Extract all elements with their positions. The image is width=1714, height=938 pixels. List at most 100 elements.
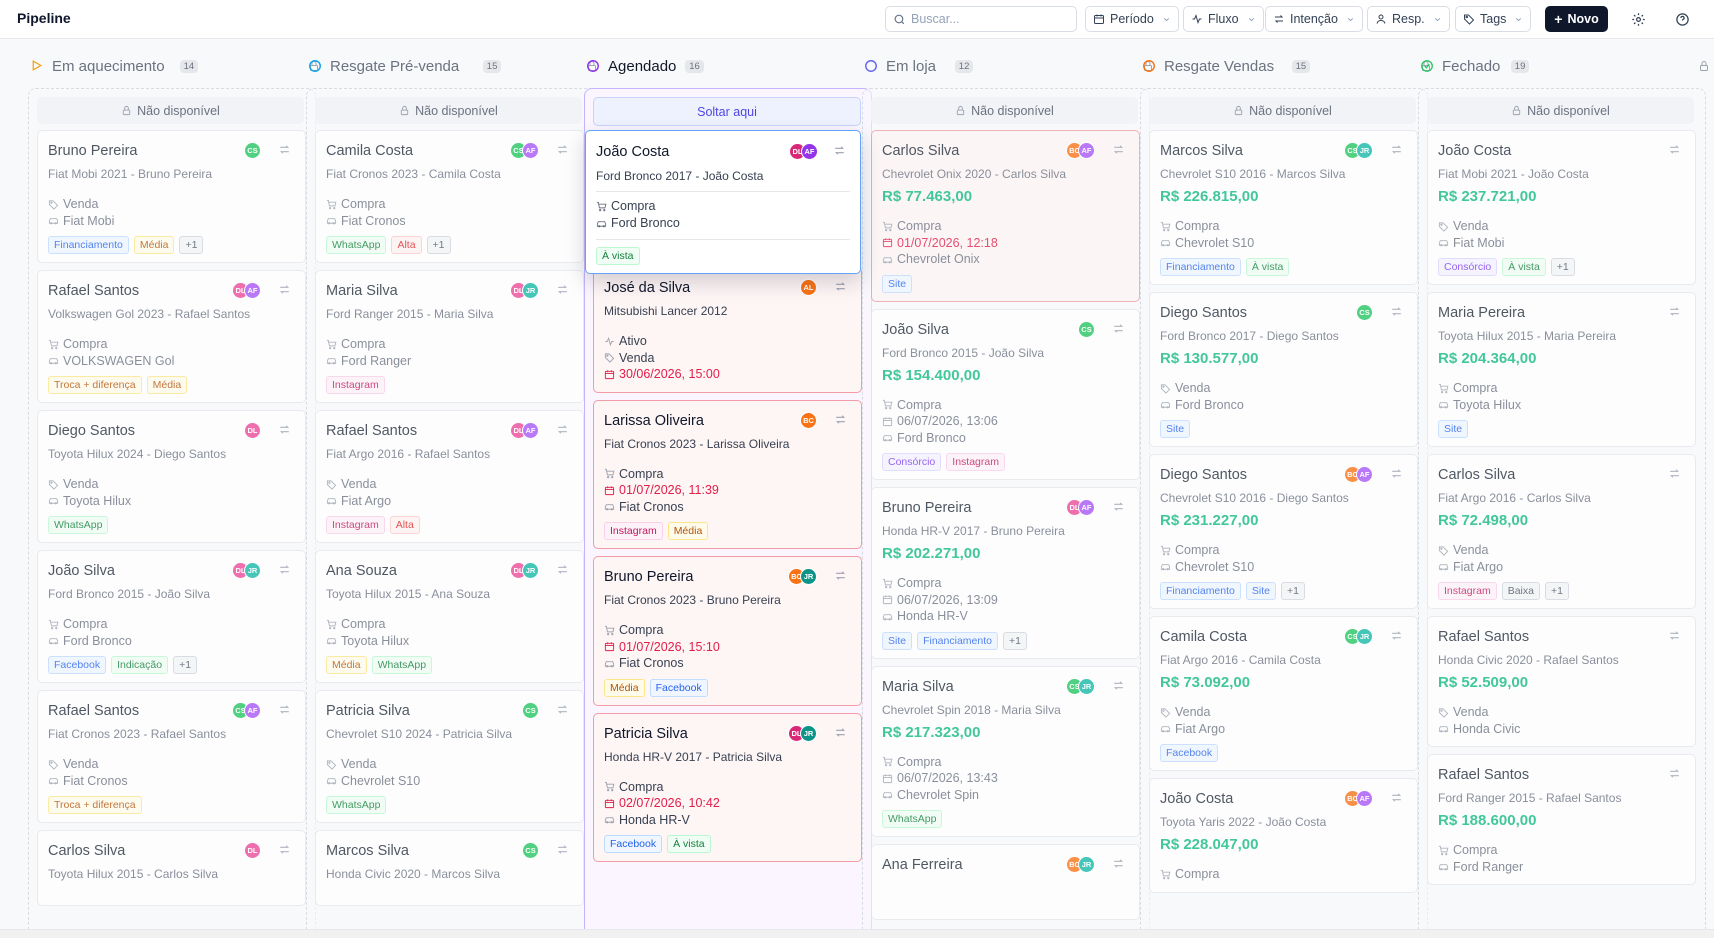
- swap-icon: [279, 425, 290, 434]
- horizontal-scrollbar[interactable]: [0, 929, 1714, 938]
- lead-card[interactable]: Patricia Silva Chevrolet S10 2024 - Patri…: [315, 690, 584, 823]
- lead-card[interactable]: Ana Ferreira BC JR: [871, 844, 1140, 920]
- lead-card[interactable]: Diego Santos Ford Bronco 2017 - Diego San…: [1149, 292, 1418, 447]
- move-card-button[interactable]: [1112, 322, 1125, 340]
- move-card-button[interactable]: [556, 283, 569, 301]
- filter-intencao-button[interactable]: Intenção: [1265, 6, 1363, 32]
- move-card-button[interactable]: [1112, 857, 1125, 875]
- move-card-button[interactable]: [1390, 143, 1403, 161]
- move-card-button[interactable]: [556, 423, 569, 441]
- move-card-button[interactable]: [1668, 143, 1681, 161]
- drop-zone[interactable]: Soltar aqui: [593, 97, 861, 126]
- card-detail-tag: Venda: [326, 477, 376, 491]
- new-button[interactable]: + Novo: [1545, 6, 1608, 32]
- lead-card[interactable]: Maria Pereira Toyota Hilux 2015 - Maria P…: [1427, 292, 1696, 447]
- filter-tags-button[interactable]: Tags: [1455, 6, 1532, 32]
- lead-card[interactable]: Diego Santos Toyota Hilux 2024 - Diego Sa…: [37, 410, 306, 543]
- move-card-button[interactable]: [556, 143, 569, 161]
- lead-card[interactable]: Rafael Santos Ford Ranger 2015 - Rafael S…: [1427, 754, 1696, 885]
- tag-icon: [48, 199, 59, 210]
- move-card-button[interactable]: [556, 843, 569, 861]
- move-card-button[interactable]: [1390, 305, 1403, 323]
- card-vehicle: Fiat Argo 2016 - Rafael Santos: [326, 447, 491, 461]
- check-circle-icon: [1421, 60, 1433, 72]
- lead-card[interactable]: Patricia Silva Honda HR-V 2017 - Patricia…: [593, 712, 862, 862]
- move-card-button[interactable]: [833, 144, 846, 162]
- column-lock-button[interactable]: [1698, 59, 1710, 77]
- move-card-button[interactable]: [556, 563, 569, 581]
- move-card-button[interactable]: [278, 703, 291, 721]
- move-card-button[interactable]: [1668, 629, 1681, 647]
- lead-card[interactable]: Rafael Santos Fiat Argo 2016 - Rafael San…: [315, 410, 584, 543]
- cart-icon: [48, 339, 59, 349]
- tag-badge: Troca + diferença: [48, 376, 142, 394]
- lead-card[interactable]: Rafael Santos Honda Civic 2020 - Rafael S…: [1427, 616, 1696, 747]
- move-card-button[interactable]: [834, 413, 847, 431]
- lead-card[interactable]: Rafael Santos Volkswagen Gol 2023 - Rafae…: [37, 270, 306, 403]
- lead-card[interactable]: Maria Silva Chevrolet Spin 2018 - Maria S…: [871, 665, 1140, 837]
- lead-card[interactable]: Carlos Silva Toyota Hilux 2015 - Carlos S…: [37, 830, 306, 906]
- move-card-button[interactable]: [278, 143, 291, 161]
- move-card-button[interactable]: [278, 423, 291, 441]
- card-name: Maria Silva: [326, 283, 398, 299]
- car-icon: [326, 638, 337, 645]
- move-card-button[interactable]: [1390, 791, 1403, 809]
- move-card-button[interactable]: [1112, 500, 1125, 518]
- tag-badge: À vista: [1245, 258, 1290, 276]
- lead-card[interactable]: Bruno Pereira Fiat Cronos 2023 - Bruno Pe…: [593, 556, 862, 706]
- card-detail-text: Compra: [619, 623, 664, 637]
- move-card-button[interactable]: [1112, 143, 1125, 161]
- move-card-button[interactable]: [278, 283, 291, 301]
- card-detail-text: Chevrolet S10: [1175, 235, 1255, 250]
- swap-icon: [557, 425, 568, 434]
- lead-card[interactable]: Larissa Oliveira Fiat Cronos 2023 - Laris…: [593, 399, 862, 549]
- filter-resp-button[interactable]: Resp.: [1367, 6, 1450, 32]
- lead-card[interactable]: João Costa Toyota Yaris 2022 - João Costa…: [1149, 778, 1418, 893]
- move-card-button[interactable]: [1668, 467, 1681, 485]
- card-tags: Troca + diferença: [48, 796, 142, 814]
- assignee-avatars: DL JR: [232, 562, 261, 579]
- lead-card[interactable]: Bruno Pereira Honda HR-V 2017 - Bruno Per…: [871, 487, 1140, 659]
- lead-card[interactable]: Bruno Pereira Fiat Mobi 2021 - Bruno Pere…: [37, 130, 306, 263]
- move-card-button[interactable]: [278, 843, 291, 861]
- card-detail-text: Venda: [63, 757, 99, 771]
- lead-card[interactable]: Carlos Silva Chevrolet Onix 2020 - Carlos…: [871, 130, 1140, 302]
- move-card-button[interactable]: [1668, 305, 1681, 323]
- column-header: Resgate Pré-venda 15: [309, 55, 600, 77]
- filter-periodo-button[interactable]: Período: [1085, 6, 1179, 32]
- lead-card[interactable]: Ana Souza Toyota Hilux 2015 - Ana Souza DL…: [315, 550, 584, 683]
- divider: [596, 239, 850, 240]
- card-detail-text: Venda: [1175, 705, 1211, 719]
- move-card-button[interactable]: [1112, 679, 1125, 697]
- lead-card[interactable]: Carlos Silva Fiat Argo 2016 - Carlos Silv…: [1427, 454, 1696, 609]
- assignee-avatars: CS JR: [1344, 628, 1373, 645]
- lead-card[interactable]: João Silva Ford Bronco 2015 - João Silva D…: [37, 550, 306, 683]
- dragging-card[interactable]: João Costa Ford Bronco 2017 - João Costa D…: [585, 130, 861, 274]
- filter-fluxo-button[interactable]: Fluxo: [1183, 6, 1264, 32]
- card-detail-text: Chevrolet S10: [341, 773, 421, 788]
- lead-card[interactable]: Maria Silva Ford Ranger 2015 - Maria Silv…: [315, 270, 584, 403]
- lead-card[interactable]: Marcos Silva Chevrolet S10 2016 - Marcos …: [1149, 130, 1418, 285]
- tag-badge: Instagram: [604, 522, 663, 540]
- card-tags: Facebook: [1160, 744, 1219, 762]
- move-card-button[interactable]: [1668, 767, 1681, 785]
- lead-card[interactable]: Diego Santos Chevrolet S10 2016 - Diego S…: [1149, 454, 1418, 609]
- lead-card[interactable]: Rafael Santos Fiat Cronos 2023 - Rafael S…: [37, 690, 306, 823]
- swap-icon: [1669, 769, 1680, 778]
- help-button[interactable]: [1672, 9, 1692, 29]
- move-card-button[interactable]: [834, 280, 847, 298]
- lead-card[interactable]: José da Silva Mitsubishi Lancer 2012 AL Ati…: [593, 267, 862, 393]
- move-card-button[interactable]: [834, 569, 847, 587]
- lead-card[interactable]: Camila Costa Fiat Argo 2016 - Camila Cost…: [1149, 616, 1418, 771]
- move-card-button[interactable]: [834, 726, 847, 744]
- lead-card[interactable]: João Silva Ford Bronco 2015 - João Silva R…: [871, 308, 1140, 480]
- search-input[interactable]: Buscar...: [885, 6, 1077, 32]
- move-card-button[interactable]: [1390, 629, 1403, 647]
- lead-card[interactable]: Camila Costa Fiat Cronos 2023 - Camila Co…: [315, 130, 584, 263]
- lead-card[interactable]: João Costa Fiat Mobi 2021 - João Costa R$ …: [1427, 130, 1696, 285]
- move-card-button[interactable]: [278, 563, 291, 581]
- settings-button[interactable]: [1628, 9, 1648, 29]
- lead-card[interactable]: Marcos Silva Honda Civic 2020 - Marcos Si…: [315, 830, 584, 906]
- move-card-button[interactable]: [556, 703, 569, 721]
- move-card-button[interactable]: [1390, 467, 1403, 485]
